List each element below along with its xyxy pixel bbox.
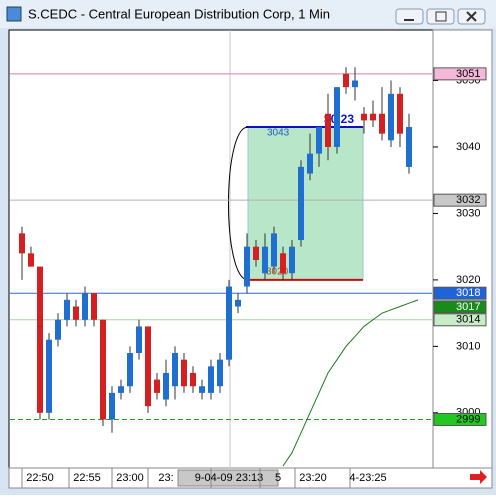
x-tick-label: 23:00	[116, 472, 144, 484]
scroll-arrow[interactable]	[470, 470, 487, 484]
candle-body	[244, 246, 250, 287]
candle-body	[379, 113, 385, 134]
level-label: 3018	[456, 287, 480, 299]
candle-body	[55, 319, 61, 340]
ma-label: 3017	[456, 301, 480, 313]
candle-body	[208, 366, 214, 393]
x-tick-label: 4-23:25	[349, 472, 386, 484]
candle-body	[37, 266, 43, 413]
x-tick-label: 5	[275, 472, 281, 484]
candle-body	[298, 166, 304, 241]
candle-body	[397, 93, 403, 134]
maximize-button[interactable]	[426, 8, 455, 25]
measure-bottom-label: 3020	[266, 267, 289, 278]
candle-body	[136, 326, 142, 354]
candle-body	[226, 286, 232, 360]
candle-body	[109, 392, 115, 420]
candle-body	[127, 353, 133, 387]
level-box	[433, 67, 487, 81]
moving-average	[282, 299, 419, 467]
window-icon	[6, 6, 22, 22]
level-box	[433, 286, 487, 300]
y-tick-label: 3020	[456, 274, 480, 286]
window-title: S.CEDC - Central European Distribution C…	[28, 6, 330, 21]
candle-body	[91, 293, 97, 320]
measure-top-label: 3043	[267, 128, 290, 139]
candle-body	[190, 372, 196, 387]
close-glyph	[466, 11, 477, 22]
candle-body	[217, 359, 223, 387]
candle-body	[352, 80, 358, 88]
x-tick-label: 22:50	[26, 472, 54, 484]
candle-body	[73, 306, 79, 320]
candle-body	[100, 319, 106, 420]
candle-body	[28, 253, 34, 267]
candle-body	[46, 339, 52, 413]
candle-body	[199, 386, 205, 393]
candle-body	[253, 246, 259, 260]
candle-body	[316, 127, 322, 154]
candle-body	[118, 386, 124, 393]
candle-body	[172, 353, 178, 387]
level-box	[433, 412, 487, 426]
level-label: 2999	[456, 413, 480, 425]
price-axis	[432, 29, 493, 469]
level-label: 3051	[456, 68, 480, 80]
maximize-glyph	[435, 11, 447, 22]
measure-bracket	[228, 126, 249, 281]
candle-body	[388, 93, 394, 141]
x-tick-label: 22:55	[73, 472, 101, 484]
candle-body	[181, 359, 187, 387]
candle-body	[82, 293, 88, 320]
ma-box	[433, 300, 487, 314]
candle-body	[280, 253, 286, 274]
candle-body	[262, 246, 268, 274]
level-box	[433, 193, 487, 207]
candle-body	[307, 153, 313, 174]
candle-body	[325, 113, 331, 147]
y-tick-label: 3030	[456, 207, 480, 219]
x-tick-label: 23:20	[299, 472, 327, 484]
candle-body	[406, 127, 412, 167]
plot-area	[8, 29, 434, 469]
candle-body	[19, 233, 25, 254]
candle-body	[343, 73, 349, 88]
candle-body	[64, 299, 70, 320]
candle-body	[334, 87, 340, 147]
candle-body	[289, 246, 295, 274]
candle-body	[163, 372, 169, 400]
candle-body	[145, 326, 151, 407]
x-tick-label: 23:	[158, 472, 173, 484]
y-tick-label: 3010	[456, 340, 480, 352]
candle-body	[271, 233, 277, 267]
y-tick-label: 3040	[456, 141, 480, 153]
candle-body	[361, 113, 367, 121]
cursor-time-box	[177, 469, 279, 487]
level-box	[433, 313, 487, 327]
candle-body	[370, 113, 376, 121]
level-label: 3014	[456, 314, 480, 326]
x-tick-label: 9-04-09 23:13	[195, 472, 264, 484]
candle-body	[235, 299, 241, 307]
candle-body	[154, 379, 160, 393]
level-label: 3032	[456, 194, 480, 206]
minimize-button[interactable]	[395, 8, 424, 25]
